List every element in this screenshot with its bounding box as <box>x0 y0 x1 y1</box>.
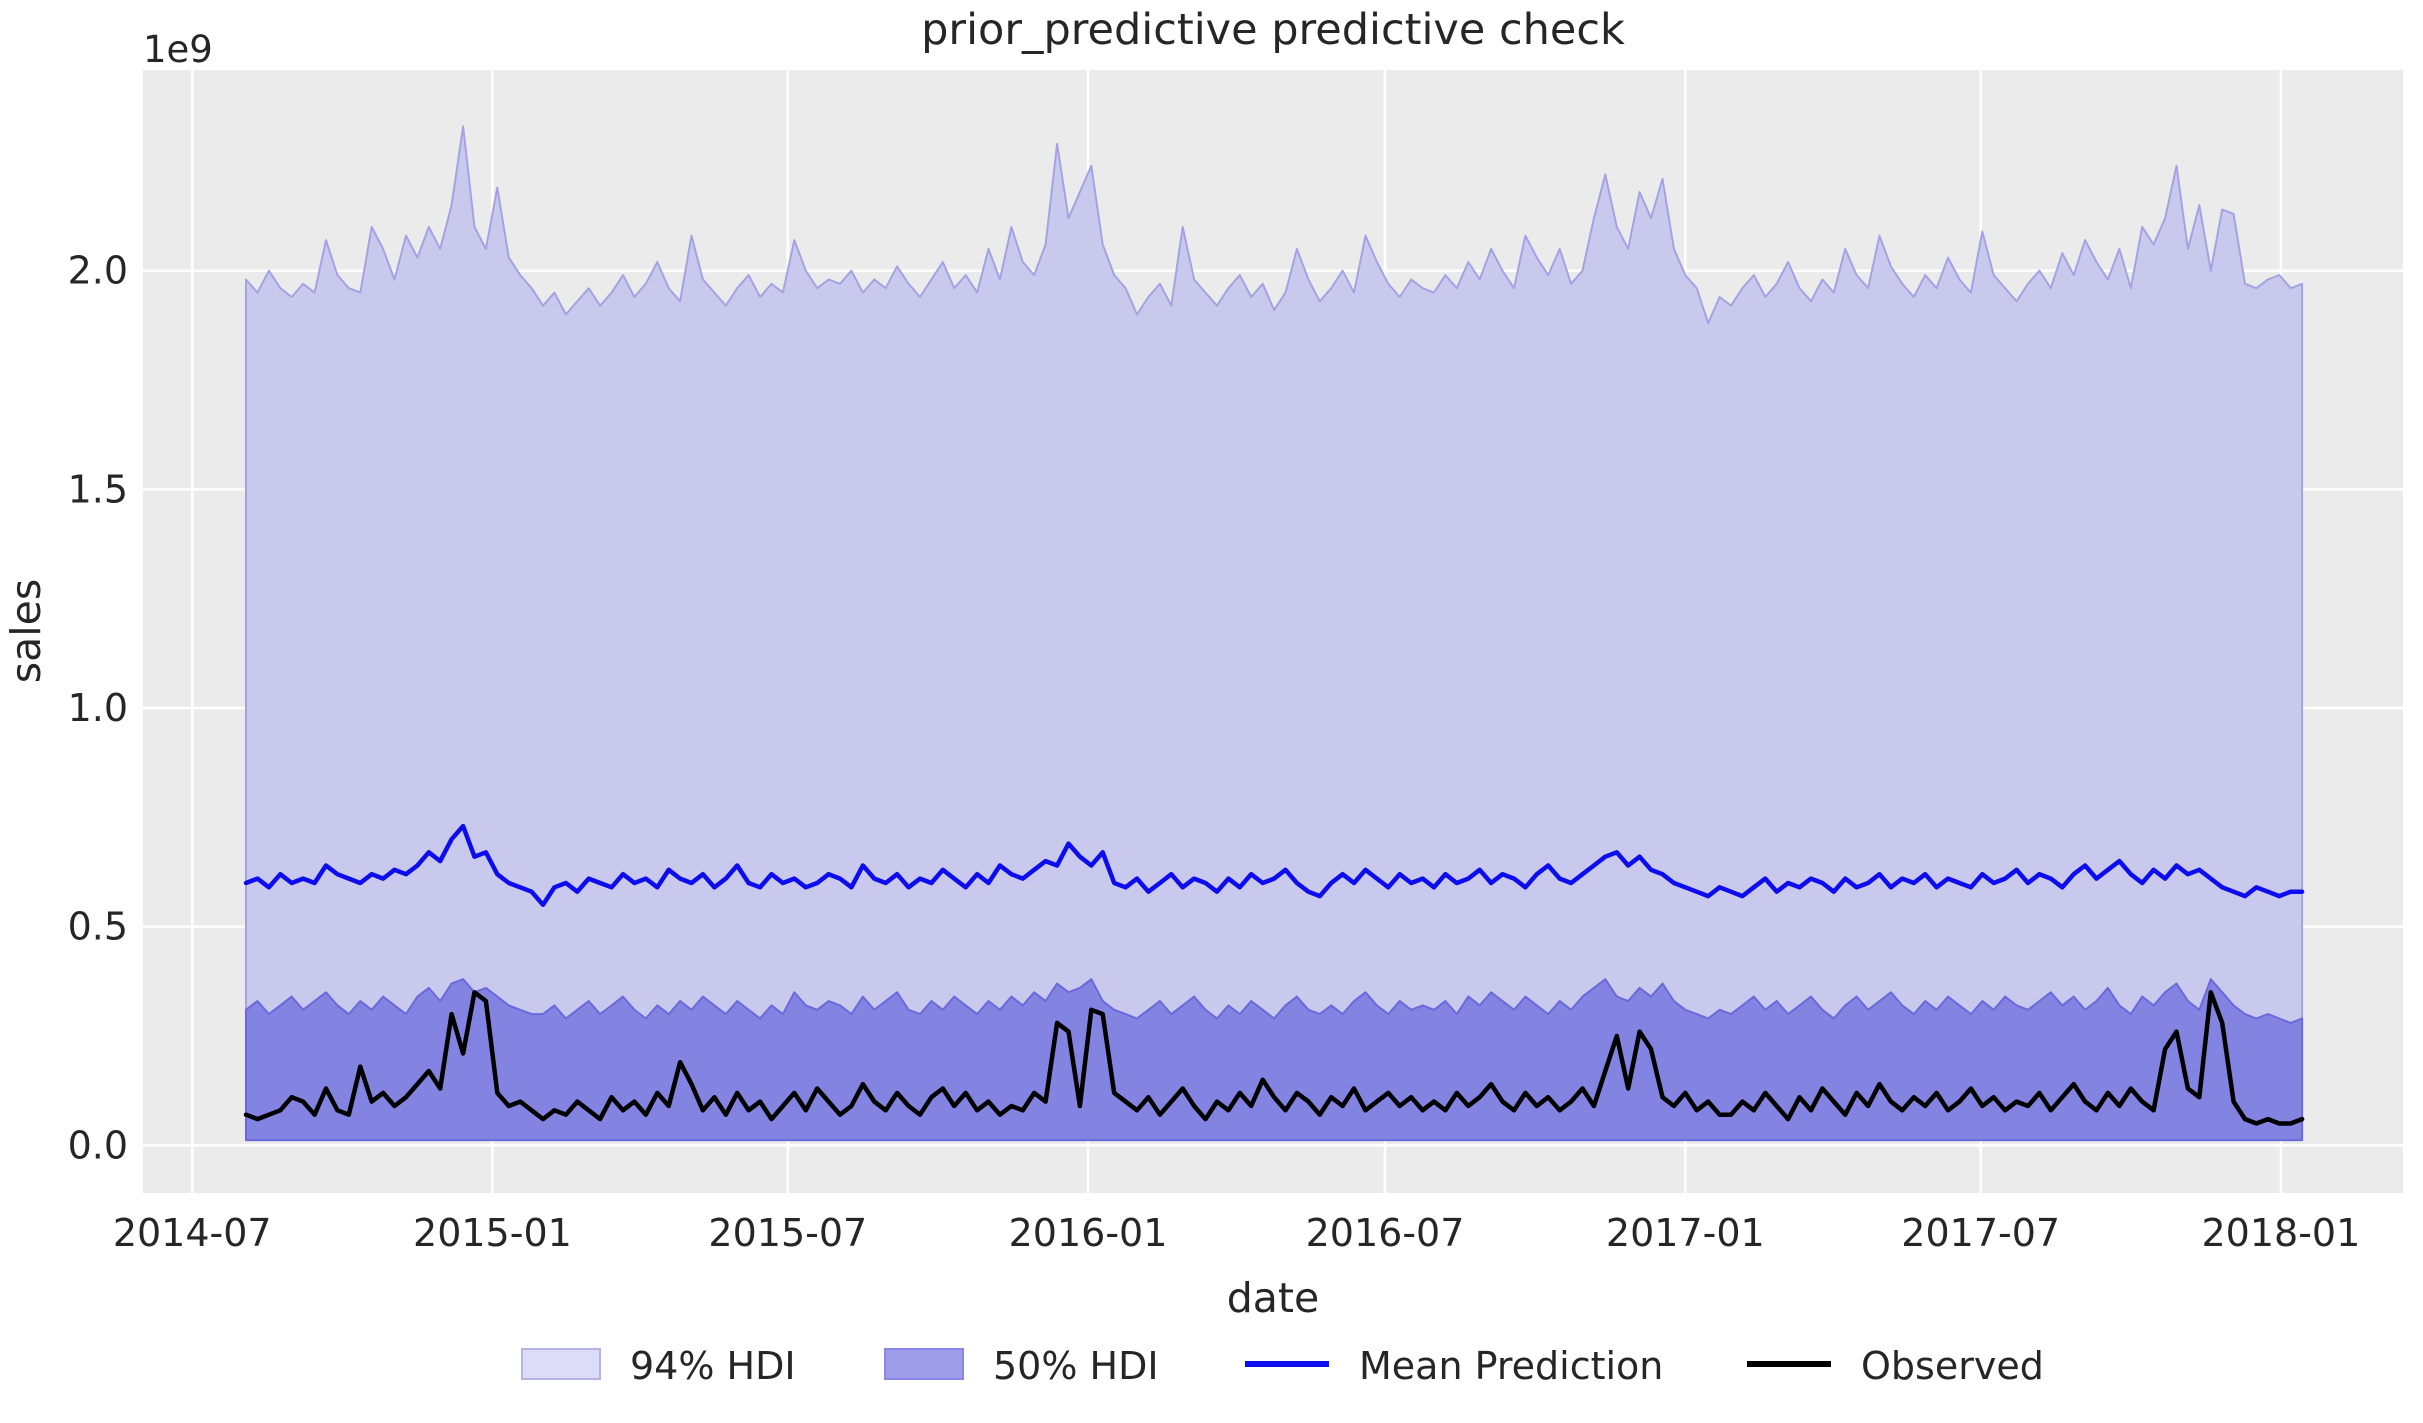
x-axis-label: date <box>1227 1274 1319 1322</box>
x-tick-label: 2016-07 <box>1306 1211 1465 1255</box>
y-tick-label: 0.0 <box>68 1123 128 1167</box>
observed-line <box>243 990 2305 1126</box>
x-tick-label: 2018-01 <box>2201 1211 2360 1255</box>
x-tick-label: 2017-01 <box>1606 1211 1765 1255</box>
x-tick-label: 2014-07 <box>113 1211 272 1255</box>
y-tick-label: 1.0 <box>68 686 128 730</box>
y-tick-label: 1.5 <box>68 467 128 511</box>
x-axis-tick-labels: 2014-07 2015-01 2015-07 2016-01 2016-07 2017-… <box>113 1211 2360 1255</box>
hdi50-legend-swatch-icon <box>884 1348 964 1380</box>
legend-label-mean: Mean Prediction <box>1359 1344 1663 1388</box>
legend-label-observed: Observed <box>1861 1344 2044 1388</box>
legend-label-94hdi: 94% HDI <box>630 1344 796 1388</box>
y-axis-offset-label: 1e9 <box>143 28 213 71</box>
x-tick-label: 2015-07 <box>708 1211 867 1255</box>
legend: 94% HDI 50% HDI Mean Prediction Observed <box>521 1344 2044 1388</box>
hdi94-legend-swatch-icon <box>521 1348 601 1380</box>
y-tick-label: 0.5 <box>68 905 128 949</box>
chart-title: prior_predictive predictive check <box>921 5 1625 55</box>
y-axis-tick-labels: 0.0 0.5 1.0 1.5 2.0 <box>68 249 128 1168</box>
x-tick-label: 2017-07 <box>1901 1211 2060 1255</box>
legend-label-50hdi: 50% HDI <box>993 1344 1159 1388</box>
y-axis-label: sales <box>2 579 50 683</box>
x-tick-label: 2015-01 <box>413 1211 572 1255</box>
x-tick-label: 2016-01 <box>1009 1211 1168 1255</box>
mean-prediction-line <box>243 823 2305 908</box>
y-tick-label: 2.0 <box>68 249 128 293</box>
